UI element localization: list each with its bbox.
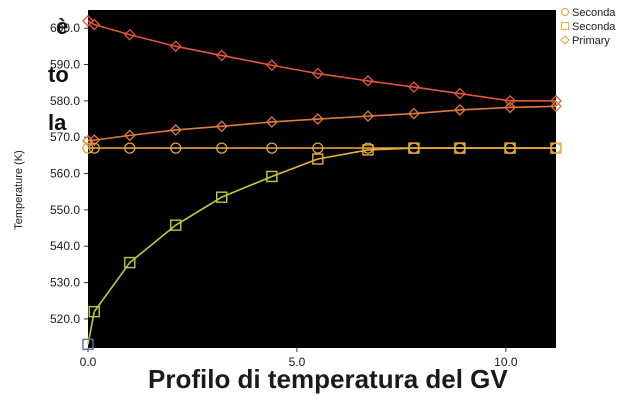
diamond-marker	[169, 40, 182, 53]
diamond-marker	[408, 107, 420, 120]
square-marker	[454, 142, 466, 154]
y-tick-label: 570.0	[50, 130, 80, 144]
square-marker	[266, 170, 278, 183]
series-segment	[221, 175, 273, 198]
diamond-marker	[453, 87, 466, 100]
diamond-marker	[82, 14, 94, 27]
diamond-marker	[265, 116, 278, 128]
square-marker	[312, 153, 324, 165]
series-segment	[317, 149, 369, 160]
chart-caption: Profilo di temperatura del GV	[148, 364, 508, 394]
legend-square-icon	[561, 22, 569, 30]
x-tick-label: 0.0	[80, 355, 97, 369]
circle-marker	[312, 142, 324, 154]
legend-item: Seconda	[561, 21, 616, 33]
diamond-marker	[215, 120, 228, 133]
series-segment	[129, 224, 177, 264]
y-axis-label: Temperature (K)	[13, 150, 25, 229]
square-marker	[504, 142, 516, 154]
side-text-3: la	[48, 110, 67, 135]
square-marker	[82, 338, 94, 351]
diamond-marker	[169, 124, 182, 136]
y-tick-label: 590.0	[50, 58, 80, 72]
series-line	[87, 20, 556, 102]
diamond-marker	[215, 49, 228, 62]
circle-marker	[170, 142, 182, 154]
y-tick-label: 520.0	[50, 312, 80, 326]
diamond-marker	[550, 100, 562, 113]
legend-item: Primary	[560, 35, 610, 47]
diamond-marker	[362, 110, 374, 123]
y-tick-label: 580.0	[50, 94, 80, 108]
y-tick-label: 560.0	[50, 167, 80, 181]
circle-marker	[216, 142, 228, 154]
diamond-marker	[123, 28, 136, 41]
diamond-marker	[311, 113, 324, 125]
legend-circle-icon	[561, 8, 569, 16]
diamond-marker	[265, 59, 278, 72]
side-text-2: to	[48, 62, 69, 87]
square-marker	[124, 256, 136, 269]
circle-marker	[88, 142, 100, 154]
legend: Seconda Seconda Primary	[560, 7, 616, 47]
diamond-marker	[82, 134, 94, 147]
diamond-marker	[550, 94, 562, 107]
diamond-marker	[88, 18, 101, 31]
diamond-marker	[453, 104, 466, 116]
legend-item: Seconda	[561, 7, 616, 19]
circle-marker	[124, 142, 136, 154]
series-segment	[271, 158, 319, 178]
square-marker	[88, 305, 100, 318]
series-segment	[367, 147, 414, 151]
diamond-marker	[408, 81, 420, 93]
square-marker	[550, 142, 562, 154]
diamond-marker	[504, 101, 516, 114]
y-tick-label: 530.0	[50, 276, 80, 290]
square-marker	[170, 219, 182, 231]
y-tick-label: 550.0	[50, 203, 80, 217]
square-marker	[216, 191, 228, 203]
square-marker	[408, 142, 420, 154]
series-segment	[175, 196, 223, 226]
circle-marker	[266, 142, 278, 154]
series-line	[87, 105, 557, 142]
diamond-marker	[504, 94, 516, 107]
y-tick-label: 600.0	[50, 21, 80, 35]
y-tick-label: 540.0	[50, 239, 80, 253]
x-tick-label: 5.0	[289, 355, 306, 369]
series-segment	[93, 262, 131, 313]
legend-diamond-icon	[560, 35, 570, 45]
diamond-marker	[88, 134, 101, 147]
square-marker	[362, 144, 374, 156]
circle-marker	[82, 142, 94, 154]
legend-label: Seconda	[572, 7, 616, 19]
diamond-marker	[362, 74, 374, 87]
x-axis: 0.0 5.0 10.0	[80, 348, 518, 369]
legend-label: Seconda	[572, 21, 616, 33]
diamond-marker	[311, 67, 324, 80]
series-lines	[87, 20, 557, 345]
y-axis: 520.0 530.0 540.0 550.0 560.0 570.0 580.0 590.0…	[50, 21, 88, 326]
diamond-marker	[123, 129, 136, 142]
plot-background	[88, 10, 556, 348]
legend-label: Primary	[572, 35, 610, 47]
series-markers	[82, 14, 562, 351]
side-text-1: è	[56, 14, 69, 39]
x-tick-label: 10.0	[494, 355, 518, 369]
